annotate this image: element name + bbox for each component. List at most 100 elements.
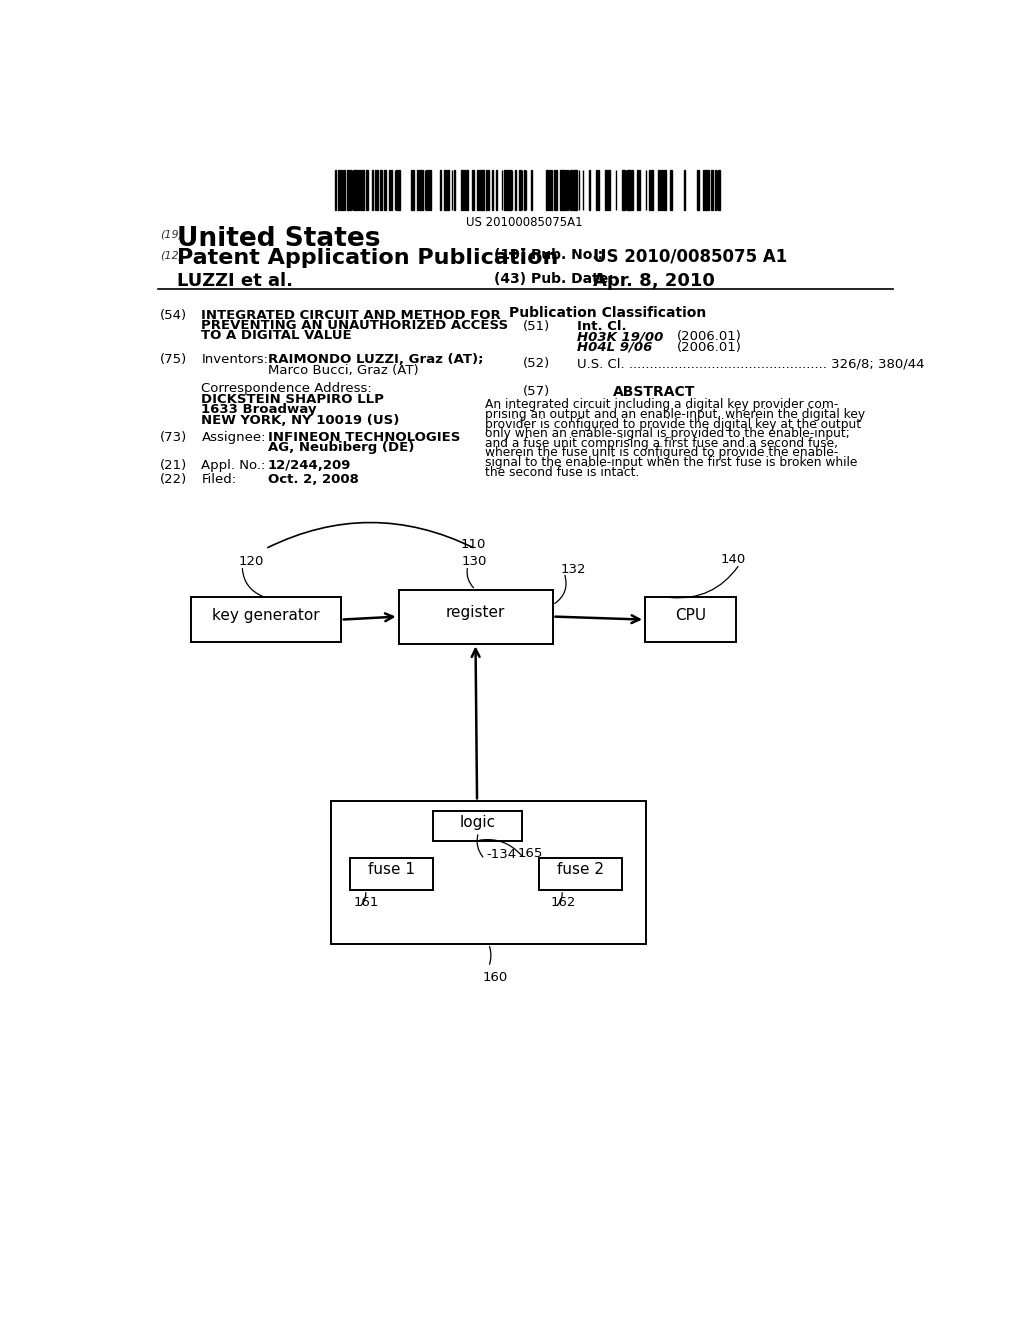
Text: (57): (57): [523, 385, 551, 397]
Text: (22): (22): [160, 473, 187, 486]
Text: 110: 110: [460, 539, 485, 550]
Text: provider is configured to provide the digital key at the output: provider is configured to provide the di…: [484, 417, 861, 430]
Text: Int. Cl.: Int. Cl.: [578, 321, 627, 333]
Bar: [472, 170, 474, 210]
Bar: [605, 170, 607, 210]
Bar: [519, 170, 521, 210]
Text: Correspondence Address:: Correspondence Address:: [202, 383, 372, 396]
Text: (75): (75): [160, 354, 187, 366]
Text: (10) Pub. No.:: (10) Pub. No.:: [494, 248, 603, 261]
Text: 132: 132: [560, 562, 586, 576]
Text: only when an enable-signal is provided to the enable-input;: only when an enable-signal is provided t…: [484, 428, 850, 440]
Text: prising an output and an enable-input, wherein the digital key: prising an output and an enable-input, w…: [484, 408, 865, 421]
Bar: [372, 170, 373, 210]
Text: 1633 Broadway: 1633 Broadway: [202, 404, 316, 416]
Bar: [718, 170, 720, 210]
Text: An integrated circuit including a digital key provider com-: An integrated circuit including a digita…: [484, 399, 838, 412]
Bar: [696, 170, 698, 210]
Bar: [357, 170, 359, 210]
Text: (19): (19): [160, 230, 183, 239]
Text: Appl. No.:: Appl. No.:: [202, 459, 266, 473]
Text: RAIMONDO LUZZI, Graz (AT);: RAIMONDO LUZZI, Graz (AT);: [267, 354, 483, 366]
Text: H04L 9/06: H04L 9/06: [578, 341, 652, 354]
Text: (73): (73): [160, 430, 187, 444]
Bar: [651, 170, 652, 210]
Text: and a fuse unit comprising a first fuse and a second fuse,: and a fuse unit comprising a first fuse …: [484, 437, 838, 450]
Bar: [190, 597, 341, 642]
Text: fuse 2: fuse 2: [557, 862, 604, 878]
Bar: [573, 170, 575, 210]
Bar: [355, 170, 357, 210]
Text: (51): (51): [523, 321, 551, 333]
Text: 161: 161: [354, 896, 379, 909]
Text: 165: 165: [518, 847, 544, 859]
Bar: [419, 170, 421, 210]
Bar: [539, 858, 622, 890]
Text: (12): (12): [160, 251, 183, 261]
Bar: [411, 170, 413, 210]
Text: signal to the enable-input when the first fuse is broken while: signal to the enable-input when the firs…: [484, 455, 857, 469]
Bar: [546, 170, 548, 210]
Bar: [711, 170, 714, 210]
Bar: [367, 170, 369, 210]
Bar: [447, 170, 449, 210]
Text: DICKSTEIN SHAPIRO LLP: DICKSTEIN SHAPIRO LLP: [202, 393, 384, 405]
Bar: [492, 170, 494, 210]
Text: United States: United States: [177, 226, 380, 252]
Text: register: register: [445, 605, 505, 620]
Text: H03K 19/00: H03K 19/00: [578, 330, 664, 343]
Text: (2006.01): (2006.01): [677, 330, 742, 343]
Bar: [331, 801, 646, 944]
Text: (54): (54): [160, 309, 187, 322]
Bar: [509, 170, 511, 210]
Bar: [350, 858, 433, 890]
Bar: [398, 590, 553, 644]
Text: 120: 120: [239, 554, 264, 568]
Text: AG, Neubiberg (DE): AG, Neubiberg (DE): [267, 441, 414, 454]
Text: (21): (21): [160, 459, 187, 473]
Text: Marco Bucci, Graz (AT): Marco Bucci, Graz (AT): [267, 363, 418, 376]
Text: US 2010/0085075 A1: US 2010/0085075 A1: [593, 248, 786, 265]
Text: INFINEON TECHNOLOGIES: INFINEON TECHNOLOGIES: [267, 430, 460, 444]
Text: 140: 140: [720, 553, 745, 566]
Text: Publication Classification: Publication Classification: [509, 306, 707, 321]
Text: Filed:: Filed:: [202, 473, 237, 486]
Text: (52): (52): [523, 358, 551, 371]
Text: key generator: key generator: [212, 609, 319, 623]
Text: Assignee:: Assignee:: [202, 430, 266, 444]
Bar: [496, 170, 497, 210]
Bar: [504, 170, 506, 210]
Text: (2006.01): (2006.01): [677, 341, 742, 354]
Bar: [632, 170, 634, 210]
Bar: [344, 170, 345, 210]
Text: 160: 160: [482, 970, 508, 983]
Text: 12/244,209: 12/244,209: [267, 459, 351, 473]
Text: ABSTRACT: ABSTRACT: [613, 385, 695, 399]
Bar: [570, 170, 571, 210]
Text: INTEGRATED CIRCUIT AND METHOD FOR: INTEGRATED CIRCUIT AND METHOD FOR: [202, 309, 501, 322]
Bar: [705, 170, 708, 210]
Bar: [649, 170, 650, 210]
Bar: [361, 170, 364, 210]
Bar: [466, 170, 468, 210]
Text: Inventors:: Inventors:: [202, 354, 268, 366]
Text: wherein the fuse unit is configured to provide the enable-: wherein the fuse unit is configured to p…: [484, 446, 838, 459]
Text: 162: 162: [550, 896, 575, 909]
Bar: [608, 170, 609, 210]
Text: 130: 130: [462, 554, 487, 568]
Bar: [461, 170, 463, 210]
Text: Patent Application Publication: Patent Application Publication: [177, 248, 558, 268]
Bar: [560, 170, 562, 210]
Text: PREVENTING AN UNAUTHORIZED ACCESS: PREVENTING AN UNAUTHORIZED ACCESS: [202, 319, 509, 331]
Bar: [433, 812, 521, 841]
Bar: [482, 170, 484, 210]
Bar: [380, 170, 382, 210]
Text: (43) Pub. Date:: (43) Pub. Date:: [494, 272, 613, 286]
Bar: [665, 170, 667, 210]
Bar: [662, 170, 664, 210]
Bar: [335, 170, 336, 210]
Text: CPU: CPU: [675, 609, 706, 623]
Text: Oct. 2, 2008: Oct. 2, 2008: [267, 473, 358, 486]
Text: US 20100085075A1: US 20100085075A1: [467, 216, 583, 230]
Text: TO A DIGITAL VALUE: TO A DIGITAL VALUE: [202, 330, 352, 342]
